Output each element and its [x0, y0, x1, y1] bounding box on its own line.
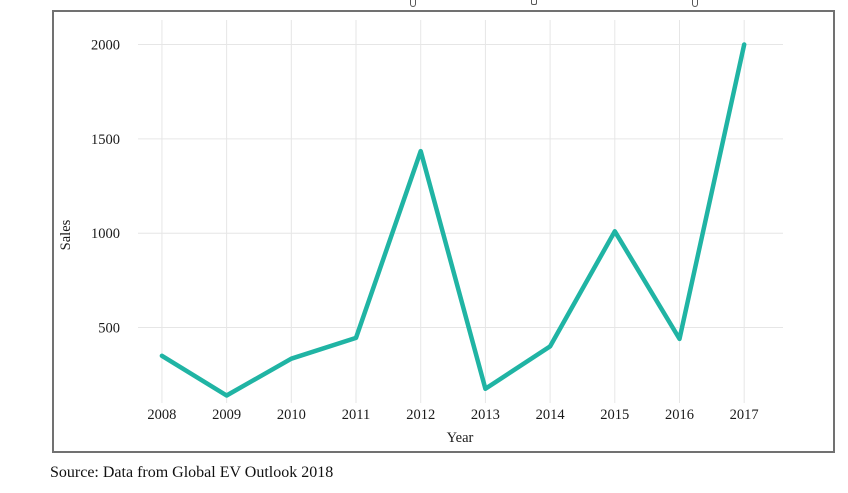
x-tick-label: 2009	[212, 407, 241, 423]
source-caption: Source: Data from Global EV Outlook 2018	[50, 464, 334, 481]
y-axis-title: Sales	[58, 219, 74, 250]
cropped-caption-fragment	[410, 0, 416, 7]
x-axis-title: Year	[447, 430, 474, 446]
x-tick-label: 2016	[665, 407, 694, 423]
x-tick-label: 2015	[600, 407, 629, 423]
x-tick-label: 2008	[147, 407, 176, 423]
x-tick-label: 2013	[471, 407, 500, 423]
line-chart-figure: 500 1000 1500 2000 2008 2009 2010 2011 2012 2013…	[52, 10, 835, 453]
gridlines	[138, 20, 783, 403]
x-tick-label: 2011	[342, 407, 370, 423]
x-axis-tick-labels: 2008 2009 2010 2011 2012 2013 2014 2015 2016 2017	[147, 407, 758, 423]
x-tick-label: 2017	[730, 407, 759, 423]
y-tick-label: 1500	[91, 132, 120, 148]
x-tick-label: 2014	[536, 407, 566, 423]
cropped-caption-fragment	[692, 0, 698, 7]
x-tick-label: 2010	[277, 407, 306, 423]
sales-line	[159, 42, 747, 398]
y-tick-label: 1000	[91, 226, 120, 242]
y-tick-label: 2000	[91, 38, 120, 54]
sales-line-chart: 500 1000 1500 2000 2008 2009 2010 2011 2012 2013…	[58, 20, 783, 446]
y-tick-label: 500	[98, 321, 120, 337]
y-axis-tick-labels: 500 1000 1500 2000	[91, 38, 120, 337]
x-tick-label: 2012	[406, 407, 435, 423]
cropped-caption-fragment	[531, 0, 537, 5]
